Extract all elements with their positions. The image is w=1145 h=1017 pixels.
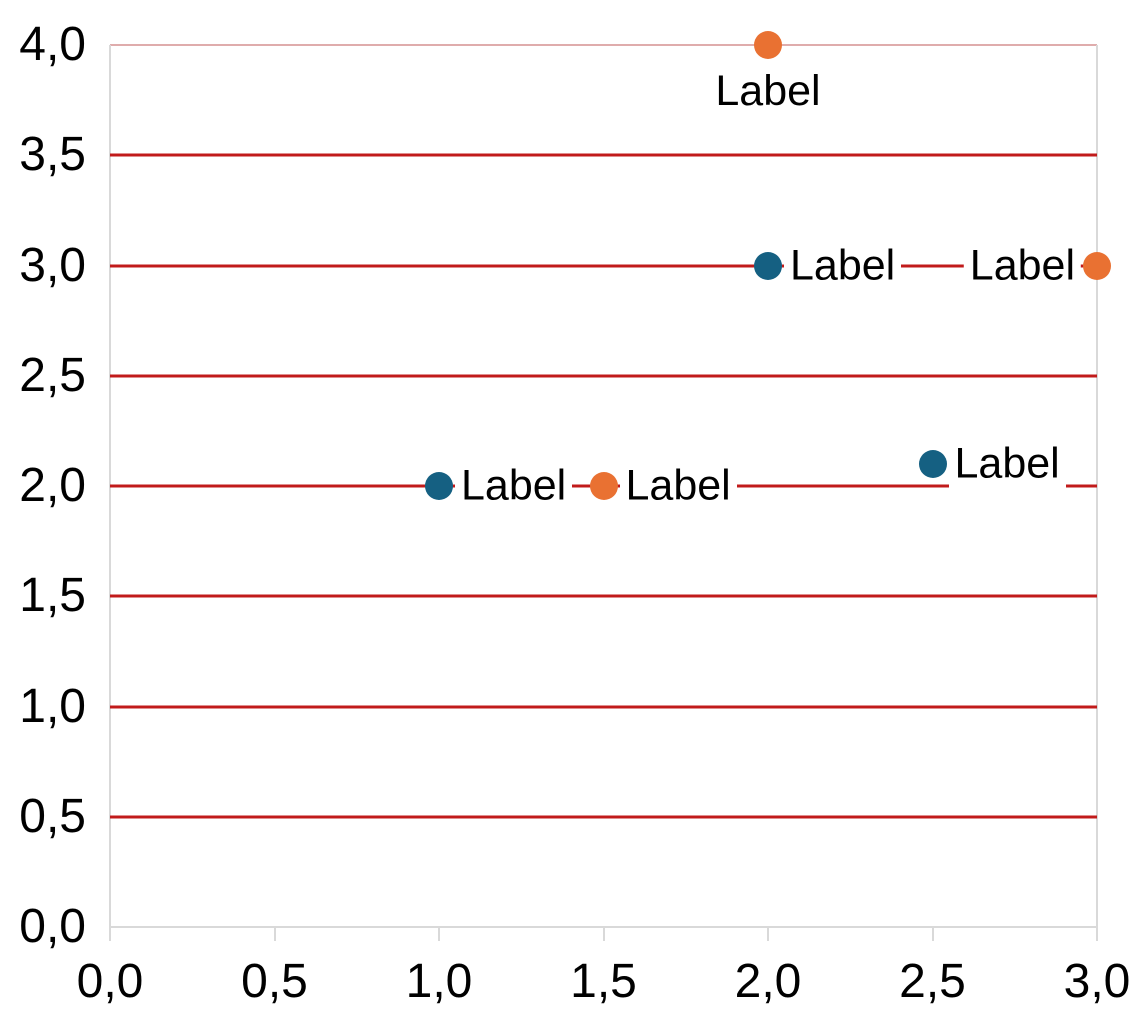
x-axis-label: 0,5 [241,955,308,1008]
x-axis-label: 1,0 [405,955,473,1008]
data-point-label: Label [948,439,1066,489]
data-point-label: Label [963,240,1081,291]
orange-series-marker [1083,251,1111,280]
data-point-label: Label [619,461,737,511]
y-axis-label: 0,0 [19,900,86,953]
y-axis-label: 3,0 [19,238,86,292]
orange-series-marker [754,31,782,59]
blue-series-marker [425,472,453,500]
x-axis-label: 2,5 [899,955,966,1008]
data-point-label: Label [455,461,573,511]
orange-series-marker [589,472,618,500]
y-gridline [110,815,1097,819]
y-axis-label: 0,5 [19,789,86,843]
y-axis-label: 2,0 [19,459,86,512]
y-axis-label: 4,0 [19,18,86,71]
x-axis-tick [931,927,934,941]
x-axis-tick [1096,927,1098,941]
y-gridline [110,264,1097,267]
y-axis-label: 1,0 [19,679,86,733]
x-axis-tick [109,927,111,941]
plot-border-right [1096,45,1098,927]
y-gridline [110,594,1097,598]
y-gridline [110,705,1097,708]
x-axis-tick [602,927,605,941]
blue-series-marker [754,251,782,280]
y-gridline [110,374,1097,378]
x-axis-tick [767,927,769,941]
blue-series-marker [918,449,947,478]
plot-area: Label Label Label Label Label Label [109,31,1111,941]
y-axis-label: 1,5 [19,569,86,623]
x-axis-label: 3,0 [1063,955,1131,1008]
y-axis-label: 2,5 [19,348,86,402]
x-axis-tick [273,927,276,941]
x-axis-tick [438,927,440,941]
y-axis-label: 3,5 [19,128,86,182]
data-point-label: Label [784,240,902,291]
x-axis-label: 1,5 [570,955,637,1008]
plot-border-top [110,44,1097,46]
data-point-label: Label [709,67,827,117]
x-axis-label: 0,0 [76,955,144,1008]
y-gridline [110,153,1097,157]
x-axis-label: 2,0 [734,955,802,1008]
